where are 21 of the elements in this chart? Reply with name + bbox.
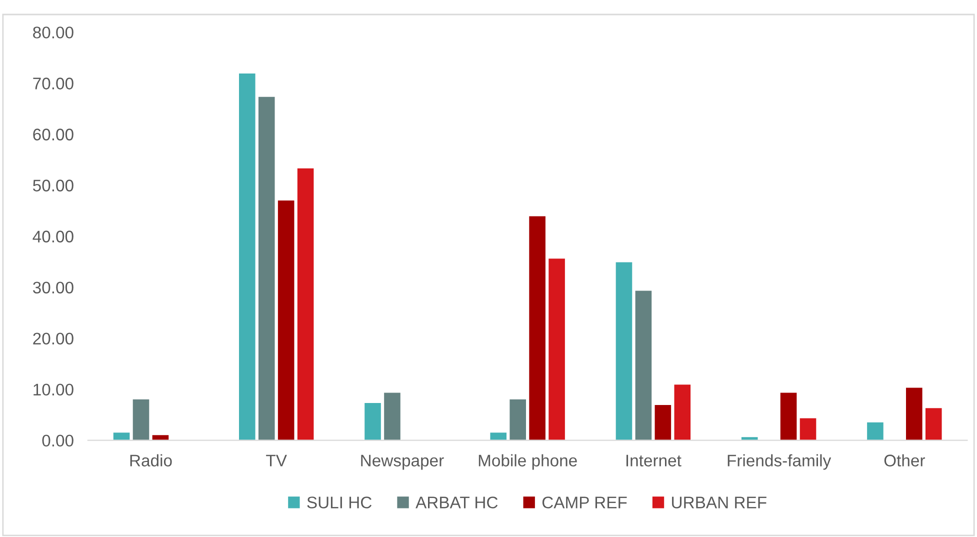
- y-tick-label: 10.00: [34, 384, 74, 396]
- y-tick-label: 30.00: [32, 282, 74, 294]
- legend-label: ARBAT HC: [416, 496, 498, 508]
- x-tick-label: Newspaper: [361, 454, 444, 470]
- legend-label: CAMP REF: [542, 496, 627, 508]
- y-tick-label: 80.00: [33, 26, 74, 38]
- x-tick-label: Radio: [130, 454, 172, 466]
- bar: [866, 422, 884, 440]
- y-tick-label: 60.00: [33, 128, 74, 140]
- x-tick-label: Mobile phone: [478, 454, 577, 470]
- y-tick-label: 70.00: [33, 78, 74, 90]
- y-tick-label: 40.00: [32, 230, 74, 242]
- x-tick-label: Other: [884, 454, 925, 466]
- legend-label: URBAN REF: [672, 496, 766, 508]
- y-tick-label: 20.00: [33, 332, 74, 345]
- x-tick-label: Internet: [626, 454, 682, 466]
- legend-label: SULI HC: [307, 496, 372, 508]
- x-tick-label: TV: [266, 454, 287, 466]
- x-tick-label: Friends-family: [728, 454, 832, 470]
- y-tick-label: 0.00: [42, 434, 74, 447]
- y-tick-label: 50.00: [33, 180, 74, 192]
